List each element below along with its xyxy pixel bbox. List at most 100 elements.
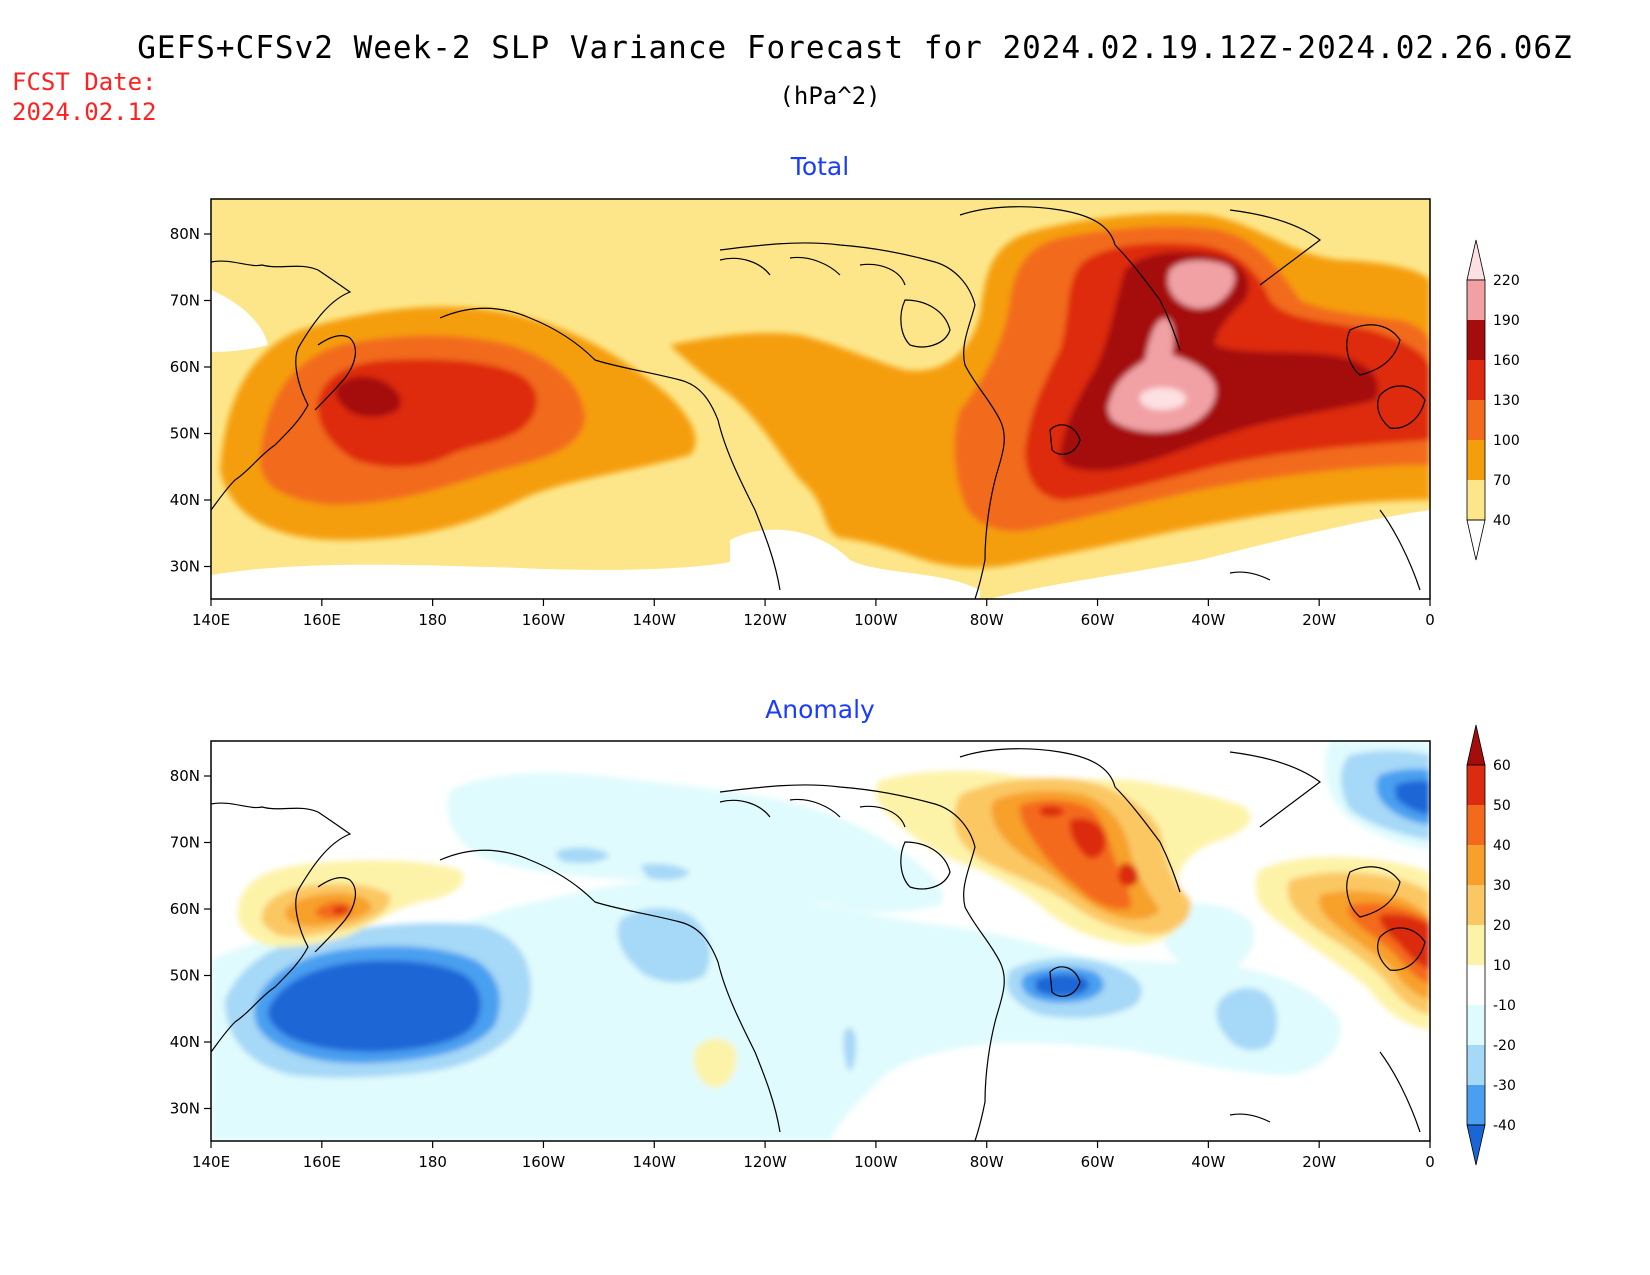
total-y-tick-label: 50N (170, 425, 200, 443)
anom-contour-pos10 (693, 1038, 737, 1088)
total-panel-title: Total (790, 152, 850, 181)
anomaly-colorbar-label: -20 (1493, 1038, 1516, 1054)
anom-contour-pos50 (1069, 818, 1106, 859)
anom-contour-neg20 (843, 1027, 857, 1071)
coastlines-anomaly (211, 748, 1426, 1141)
anomaly-y-tick-label: 70N (170, 834, 200, 852)
total-colorbar-swatch (1467, 440, 1485, 480)
anomaly-map-frame (210, 740, 1431, 1142)
anomaly-colorbar-label: 30 (1493, 878, 1511, 894)
total-low-area (211, 560, 740, 599)
total-colorbar-label: 160 (1493, 353, 1520, 369)
main-title: GEFS+CFSv2 Week-2 SLP Variance Forecast … (137, 30, 1573, 66)
anom-contour-pos50 (1379, 914, 1430, 970)
coastlines-total (211, 206, 1426, 599)
anom-contour-neg40 (268, 960, 481, 1052)
anomaly-colorbar-swatch (1467, 845, 1485, 885)
total-colorbar-label: 220 (1493, 273, 1520, 289)
anomaly-x-tick-label: 40W (1191, 1153, 1225, 1171)
total-colorbar-bottom-arrow (1466, 519, 1486, 561)
total-colorbar-label: 130 (1493, 393, 1520, 409)
total-y-tick-label: 60N (170, 358, 200, 376)
anomaly-colorbar-label: 20 (1493, 918, 1511, 934)
anomaly-colorbar-swatch (1467, 765, 1485, 805)
total-colorbar-label: 100 (1493, 433, 1520, 449)
anomaly-x-tick-label: 120W (743, 1153, 787, 1171)
anomaly-colorbar-bottom-arrow (1466, 1124, 1486, 1166)
anom-contour-pos40 (1019, 800, 1132, 910)
anomaly-axis-ticks: 140E 160E 180 160W 140W 120W 100W 80W 60W 40W 20W 0… (170, 767, 1435, 1171)
anom-contour-neg20 (1216, 988, 1278, 1051)
total-x-tick-label: 180 (418, 611, 447, 629)
total-colorbar-label: 70 (1493, 473, 1511, 489)
anomaly-x-tick-label: 60W (1081, 1153, 1115, 1171)
anomaly-x-tick-label: 0 (1425, 1153, 1435, 1171)
anom-contour-pos50 (332, 906, 349, 915)
total-x-tick-label: 40W (1191, 611, 1225, 629)
total-low-area (211, 290, 268, 352)
total-x-tick-label: 140E (192, 611, 230, 629)
total-map-frame (210, 198, 1431, 600)
total-x-tick-label: 80W (970, 611, 1004, 629)
total-y-tick-label: 30N (170, 558, 200, 576)
total-x-tick-label: 160W (522, 611, 566, 629)
anomaly-y-tick-label: 60N (170, 900, 200, 918)
forecast-date-value: 2024.02.12 (12, 98, 157, 126)
anomaly-colorbar-label: 60 (1493, 758, 1511, 774)
forecast-date-label: FCST Date: (12, 68, 157, 96)
anomaly-x-tick-label: 100W (854, 1153, 898, 1171)
anomaly-x-tick-label: 80W (970, 1153, 1004, 1171)
anomaly-colorbar-swatch (1467, 1085, 1485, 1125)
anomaly-panel-title: Anomaly (765, 695, 875, 724)
total-colorbar-label: 40 (1493, 513, 1511, 529)
anomaly-x-tick-label: 140W (633, 1153, 677, 1171)
anom-contour-neg20 (640, 863, 690, 880)
anom-contour-neg40 (1035, 974, 1089, 996)
total-colorbar-swatch (1467, 480, 1485, 520)
anom-contour-pos50 (1118, 863, 1139, 887)
anomaly-colorbar-swatch (1467, 925, 1485, 965)
anomaly-colorbar-swatch (1467, 1005, 1485, 1045)
anomaly-colorbar-label: 50 (1493, 798, 1511, 814)
anomaly-colorbar-swatch (1467, 805, 1485, 845)
anomaly-x-tick-label: 140E (192, 1153, 230, 1171)
anomaly-y-tick-label: 50N (170, 967, 200, 985)
total-colorbar-swatch (1467, 280, 1485, 320)
anomaly-colorbar-label: 40 (1493, 838, 1511, 854)
anomaly-x-tick-label: 160E (303, 1153, 341, 1171)
total-variance-map (211, 199, 1430, 599)
anomaly-colorbar-swatch (1467, 1045, 1485, 1085)
anomaly-colorbar-swatch (1467, 965, 1485, 1005)
units-label: (hPa^2) (779, 82, 881, 110)
total-x-tick-label: 140W (633, 611, 677, 629)
anomaly-colorbar-label: -10 (1493, 998, 1516, 1014)
anomaly-colorbar-top-arrow (1466, 724, 1486, 766)
total-y-tick-label: 70N (170, 292, 200, 310)
anom-contour-neg20 (555, 847, 610, 864)
anomaly-y-tick-label: 80N (170, 767, 200, 785)
total-axis-ticks: 140E 160E 180 160W 140W 120W 100W 80W 60W 40W 20W 0… (170, 225, 1435, 629)
anomaly-x-tick-label: 160W (522, 1153, 566, 1171)
anomaly-colorbar: 60 50 40 30 20 10 -10 -20 -30 -40 (1466, 724, 1516, 1166)
total-contour-160 (335, 376, 401, 418)
anomaly-colorbar-label: -40 (1493, 1118, 1516, 1134)
total-colorbar-top-arrow (1466, 239, 1486, 281)
anom-contour-neg40 (1395, 780, 1430, 815)
anomaly-x-tick-label: 20W (1302, 1153, 1336, 1171)
anomaly-y-tick-label: 40N (170, 1033, 200, 1051)
anom-contour-pos50 (1040, 805, 1065, 817)
total-colorbar: 220 190 160 130 100 70 40 (1466, 239, 1520, 561)
total-colorbar-label: 190 (1493, 313, 1520, 329)
total-contour-220 (1139, 387, 1186, 410)
total-x-tick-label: 120W (743, 611, 787, 629)
total-x-tick-label: 0 (1425, 611, 1435, 629)
total-colorbar-swatch (1467, 320, 1485, 360)
anomaly-colorbar-label: -30 (1493, 1078, 1516, 1094)
total-contour-190 (1167, 260, 1235, 309)
anom-contour-neg10 (447, 773, 943, 913)
anomaly-x-tick-label: 180 (418, 1153, 447, 1171)
anom-contour-neg20 (617, 908, 710, 983)
total-colorbar-swatch (1467, 360, 1485, 400)
total-y-tick-label: 40N (170, 491, 200, 509)
